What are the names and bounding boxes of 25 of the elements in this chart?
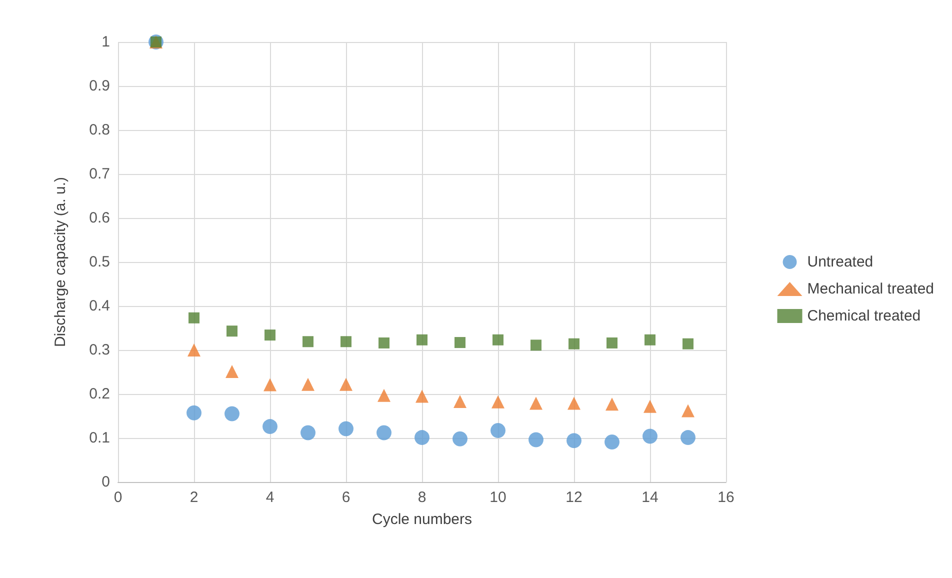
x-tick-label: 8 — [418, 489, 426, 506]
x-tick-label: 0 — [114, 489, 122, 506]
x-tick-label: 4 — [266, 489, 274, 506]
y-tick-label: 0.1 — [89, 430, 110, 446]
y-tick-label: 0.3 — [89, 342, 110, 358]
y-tick-label: 1 — [102, 34, 110, 50]
x-tick-label: 2 — [190, 489, 198, 506]
y-tick-label: 0.4 — [89, 298, 110, 314]
legend-label: Mechanical treated — [807, 280, 934, 298]
x-tick-label: 14 — [642, 489, 658, 506]
legend-label: Chemical treated — [807, 308, 921, 324]
y-tick-label: 0 — [102, 474, 110, 490]
y-tick-label: 0.6 — [89, 210, 110, 226]
x-tick-label: 10 — [490, 489, 506, 506]
y-tick-label: 0.5 — [89, 254, 110, 270]
x-axis-title: Cycle numbers — [372, 511, 472, 528]
x-tick-label: 16 — [718, 489, 734, 506]
x-tick-label: 12 — [566, 489, 582, 506]
y-tick-label: 0.7 — [89, 166, 110, 182]
y-tick-label: 0.8 — [89, 122, 110, 138]
x-tick-label: 6 — [342, 489, 350, 506]
y-tick-label: 0.9 — [89, 78, 110, 94]
y-axis-title: Discharge capacity (a. u.) — [52, 176, 69, 348]
y-tick-label: 0.2 — [89, 386, 110, 402]
legend-label: Untreated — [807, 254, 874, 270]
